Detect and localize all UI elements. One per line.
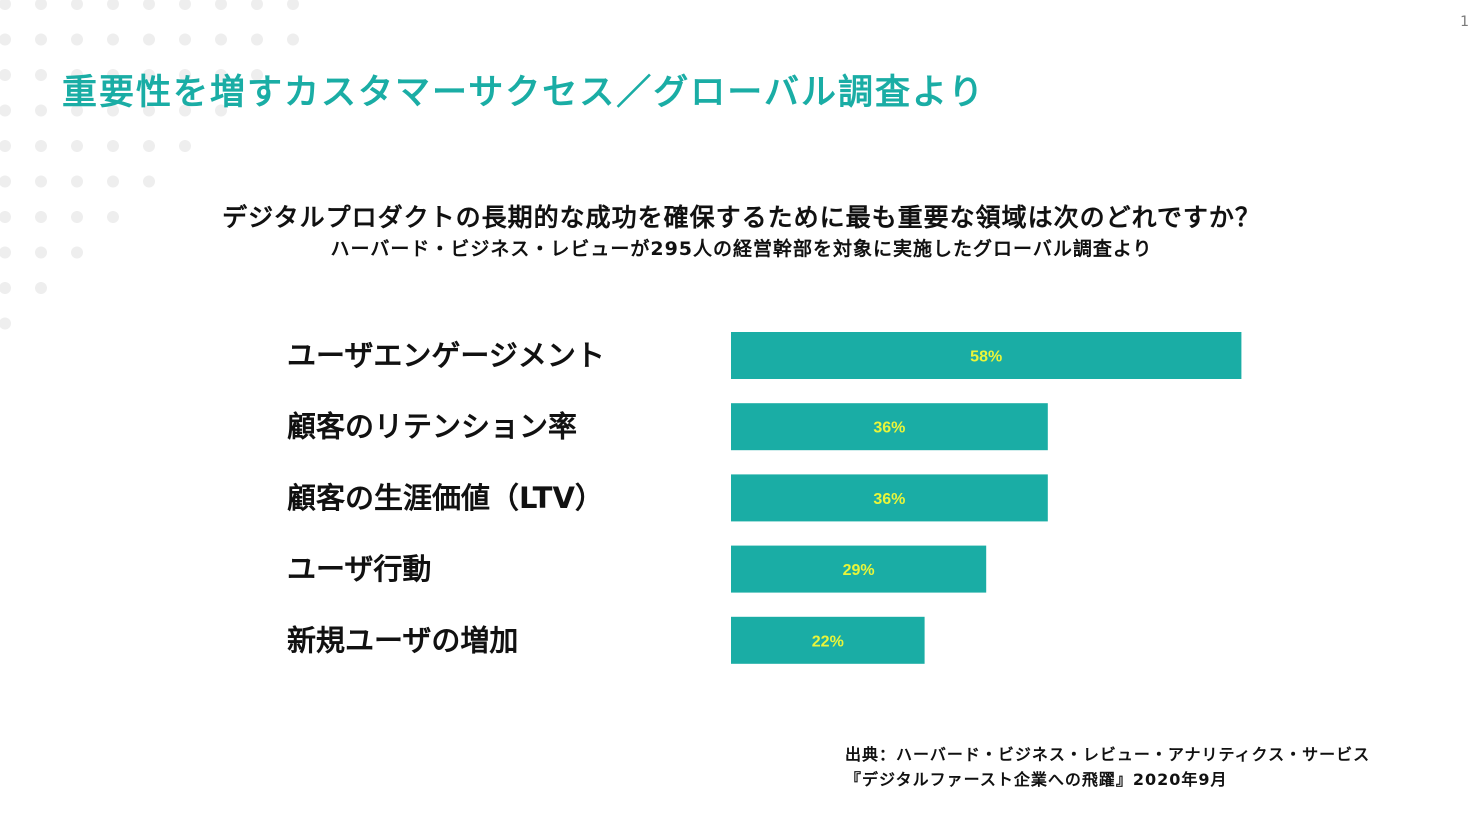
decorative-dot — [179, 33, 191, 46]
decorative-dot — [0, 317, 11, 330]
category-label: 顧客のリテンション率 — [287, 410, 577, 444]
decorative-dot — [215, 0, 227, 10]
decorative-dot — [0, 69, 11, 81]
decorative-dot — [71, 246, 83, 259]
bar — [731, 474, 1048, 522]
decorative-dot — [251, 33, 263, 46]
decorative-dot — [215, 104, 227, 117]
decorative-dot — [71, 175, 83, 188]
decorative-dot — [143, 175, 155, 188]
decorative-dot — [0, 104, 11, 117]
decorative-dot — [71, 140, 83, 152]
decorative-dot — [0, 246, 11, 259]
decorative-dot — [35, 211, 47, 223]
source-note: 出典：ハーバード・ビジネス・レビュー・アナリティクス・サービス 『デジタルファー… — [845, 742, 1370, 792]
decorative-dot — [107, 104, 119, 117]
decorative-dot — [179, 140, 191, 152]
decorative-dot — [179, 0, 191, 10]
page-number: 1 — [1460, 14, 1469, 30]
bar — [731, 332, 1242, 379]
decorative-dot — [35, 33, 47, 46]
decorative-dot — [0, 211, 11, 223]
decorative-dot — [179, 69, 191, 81]
category-label: 顧客の生涯価値（LTV） — [287, 481, 604, 515]
decorative-dot — [35, 69, 47, 81]
decorative-dot — [35, 175, 47, 188]
decorative-dot — [143, 33, 155, 46]
source-line-2: 『デジタルファースト企業への飛躍』2020年9月 — [845, 770, 1228, 789]
category-label: ユーザエンゲージメント — [287, 339, 605, 373]
bar-value-label: 29% — [843, 562, 875, 579]
decorative-dot — [143, 104, 155, 117]
decorative-dot — [35, 246, 47, 259]
decorative-dot — [251, 69, 263, 81]
decorative-dot — [71, 211, 83, 223]
bar — [731, 545, 987, 593]
decorative-dot — [0, 0, 11, 10]
category-label: ユーザ行動 — [287, 552, 431, 586]
decorative-dot — [215, 69, 227, 81]
bar-value-label: 22% — [812, 633, 844, 650]
decorative-dot — [71, 69, 83, 81]
decorative-dot — [143, 140, 155, 152]
decorative-dot — [143, 69, 155, 81]
decorative-dot — [107, 0, 119, 10]
bar — [731, 403, 1048, 451]
decorative-dot — [107, 33, 119, 46]
decorative-dot — [179, 104, 191, 117]
survey-subtitle: ハーバード・ビジネス・レビューが295人の経営幹部を対象に実施したグローバル調査… — [330, 238, 1153, 260]
decorative-dot — [287, 0, 299, 10]
bar-value-label: 36% — [873, 420, 905, 437]
decorative-dot — [0, 140, 11, 152]
decorative-dot — [35, 104, 47, 117]
decorative-dot — [71, 0, 83, 10]
decorative-dot — [107, 69, 119, 81]
decorative-dot — [35, 0, 47, 10]
decorative-dot — [35, 282, 47, 294]
decorative-dot — [107, 175, 119, 188]
bar-value-label: 36% — [873, 491, 905, 508]
decorative-dot — [107, 140, 119, 152]
decorative-dot — [287, 33, 299, 46]
decorative-dot — [251, 0, 263, 10]
decorative-dot — [0, 33, 11, 46]
survey-question: デジタルプロダクトの長期的な成功を確保するために最も重要な領域は次のどれですか？ — [222, 203, 1261, 232]
decorative-dot — [0, 282, 11, 294]
decorative-dot — [143, 0, 155, 10]
decorative-dot — [35, 140, 47, 152]
decorative-dot — [71, 33, 83, 46]
decorative-dot — [71, 104, 83, 117]
category-label: 新規ユーザの増加 — [287, 623, 518, 657]
bar — [731, 616, 925, 664]
decorative-dot — [0, 175, 11, 188]
slide-title: 重要性を増すカスタマーサクセス／グローバル調査より — [62, 73, 986, 113]
decorative-dot-pattern — [0, 0, 299, 330]
source-line-1: 出典：ハーバード・ビジネス・レビュー・アナリティクス・サービス — [845, 745, 1371, 764]
decorative-dot — [107, 211, 119, 223]
bar-value-label: 58% — [970, 349, 1002, 366]
decorative-dot — [215, 33, 227, 46]
